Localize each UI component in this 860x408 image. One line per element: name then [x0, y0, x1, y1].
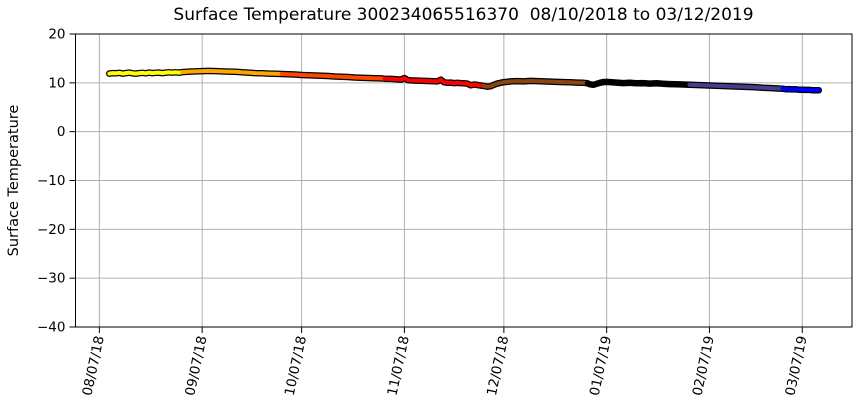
temperature-segment-nov-2018: [382, 76, 486, 88]
temperature-segment-sep-2018: [180, 68, 284, 76]
y-tick-label: −30: [37, 271, 66, 287]
temperature-segment-mar-2019: [780, 86, 821, 93]
temperature-segment-oct-2018: [279, 72, 387, 81]
temperature-segment-dec-2018: [482, 78, 589, 89]
chart-title: Surface Temperature 300234065516370 08/1…: [173, 5, 754, 25]
y-tick-label: −40: [37, 320, 66, 336]
x-tick-label: 11/07/18: [385, 335, 413, 398]
y-tick-label: −20: [37, 222, 66, 238]
temperature-segment-jan-2019: [584, 79, 692, 87]
y-tick-label: 0: [57, 124, 66, 140]
temperature-segment-aug-2018: [107, 70, 185, 76]
x-tick-label: 01/07/19: [587, 335, 615, 398]
x-tick-label: 02/07/19: [690, 335, 718, 398]
x-tick-label: 03/07/19: [782, 335, 810, 398]
temperature-segment-feb-2019: [687, 82, 785, 91]
y-tick-label: −10: [37, 173, 66, 189]
x-tick-label: 12/07/18: [484, 335, 512, 398]
y-tick-label: 10: [48, 75, 65, 91]
x-tick-label: 09/07/18: [182, 335, 210, 398]
x-tick-label: 10/07/18: [282, 335, 310, 398]
y-axis-label: Surface Temperature: [6, 104, 22, 257]
y-tick-label: 20: [48, 27, 65, 43]
x-tick-label: 08/07/18: [80, 335, 108, 398]
